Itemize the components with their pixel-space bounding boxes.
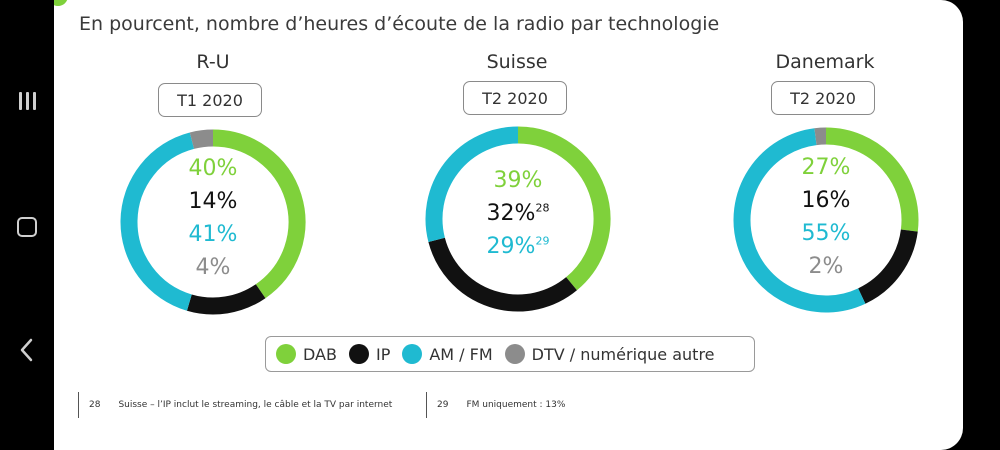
donut-chart-ru <box>120 129 306 315</box>
legend-label-dtv: DTV / numérique autre <box>531 344 715 364</box>
data-label-ip: 14% <box>188 189 238 214</box>
android-nav-bar <box>0 0 54 450</box>
legend-item-dtv: DTV / numérique autre <box>504 344 715 364</box>
footnote-number: 29 <box>437 400 449 410</box>
footnote-text: Suisse – l’IP inclut le streaming, le câ… <box>118 400 393 410</box>
data-label-dab: 40% <box>188 156 238 181</box>
donut-slice-dtv-num-rique-autre <box>189 129 214 149</box>
chart-legend: DAB IP AM / FM DTV / numérique autre <box>265 336 755 372</box>
footnote-text: FM uniquement : 13% <box>466 400 566 410</box>
donut-slice-dtv-num-rique-autre <box>814 127 827 146</box>
period-badge-danemark: T2 2020 <box>771 81 875 115</box>
footnote-28: 28 Suisse – l’IP inclut le streaming, le … <box>78 392 392 418</box>
donut-labels-danemark: 27% 16% 55% 2% <box>756 151 896 283</box>
back-icon[interactable] <box>0 335 54 371</box>
donut-labels-suisse: 39% 32%28 29%29 <box>448 164 588 263</box>
donut-slice-dab <box>212 129 306 299</box>
page-title: En pourcent, nombre d’heures d’écoute de… <box>79 13 720 35</box>
recent-apps-icon[interactable] <box>0 86 54 116</box>
donut-labels-ru: 40% 14% 41% 4% <box>143 152 283 284</box>
home-icon[interactable] <box>0 213 54 243</box>
legend-item-ip: IP <box>348 344 391 364</box>
chart-title-ru: R-U <box>196 51 230 73</box>
period-badge-suisse: T2 2020 <box>463 81 567 115</box>
chart-title-suisse: Suisse <box>486 51 548 73</box>
donut-slice-ip <box>857 229 918 304</box>
data-label-dtv-num-rique-autre: 4% <box>195 255 231 280</box>
data-label-ip: 16% <box>801 188 851 213</box>
data-label-dtv-num-rique-autre: 2% <box>808 254 844 279</box>
donut-slice-am-fm <box>425 126 519 242</box>
donut-slice-am-fm <box>120 132 195 311</box>
period-badge-ru: T1 2020 <box>158 83 262 117</box>
legend-swatch-dab <box>276 344 296 364</box>
donut-slice-dab <box>517 126 611 291</box>
data-label-dab: 39% <box>493 168 543 193</box>
legend-swatch-dtv <box>504 344 525 364</box>
chart-title-danemark: Danemark <box>775 51 875 73</box>
legend-item-dab: DAB <box>276 344 337 364</box>
donut-slice-ip <box>428 237 577 312</box>
donut-slice-dab <box>825 127 919 232</box>
donut-slice-ip <box>186 284 266 315</box>
legend-swatch-ip <box>348 344 369 364</box>
data-label-dab: 27% <box>801 155 851 180</box>
footnote-29: 29 FM uniquement : 13% <box>426 392 565 418</box>
footnote-number: 28 <box>89 400 101 410</box>
legend-label-ip: IP <box>375 344 391 364</box>
data-label-am-fm: 41% <box>188 222 238 247</box>
donut-chart-suisse <box>425 126 611 312</box>
data-label-ip: 32%28 <box>486 201 550 226</box>
legend-item-am-fm: AM / FM <box>402 344 493 364</box>
data-label-am-fm: 29%29 <box>486 234 550 259</box>
legend-swatch-am-fm <box>402 344 423 364</box>
donut-chart-danemark <box>733 127 919 313</box>
legend-label-dab: DAB <box>303 344 337 364</box>
footnote-ref: 28 <box>535 201 550 215</box>
legend-label-am-fm: AM / FM <box>429 344 493 364</box>
corner-accent <box>54 0 68 6</box>
data-label-am-fm: 55% <box>801 221 851 246</box>
donut-slice-am-fm <box>733 128 866 313</box>
slide: En pourcent, nombre d’heures d’écoute de… <box>54 0 963 450</box>
footnote-ref: 29 <box>535 234 550 248</box>
